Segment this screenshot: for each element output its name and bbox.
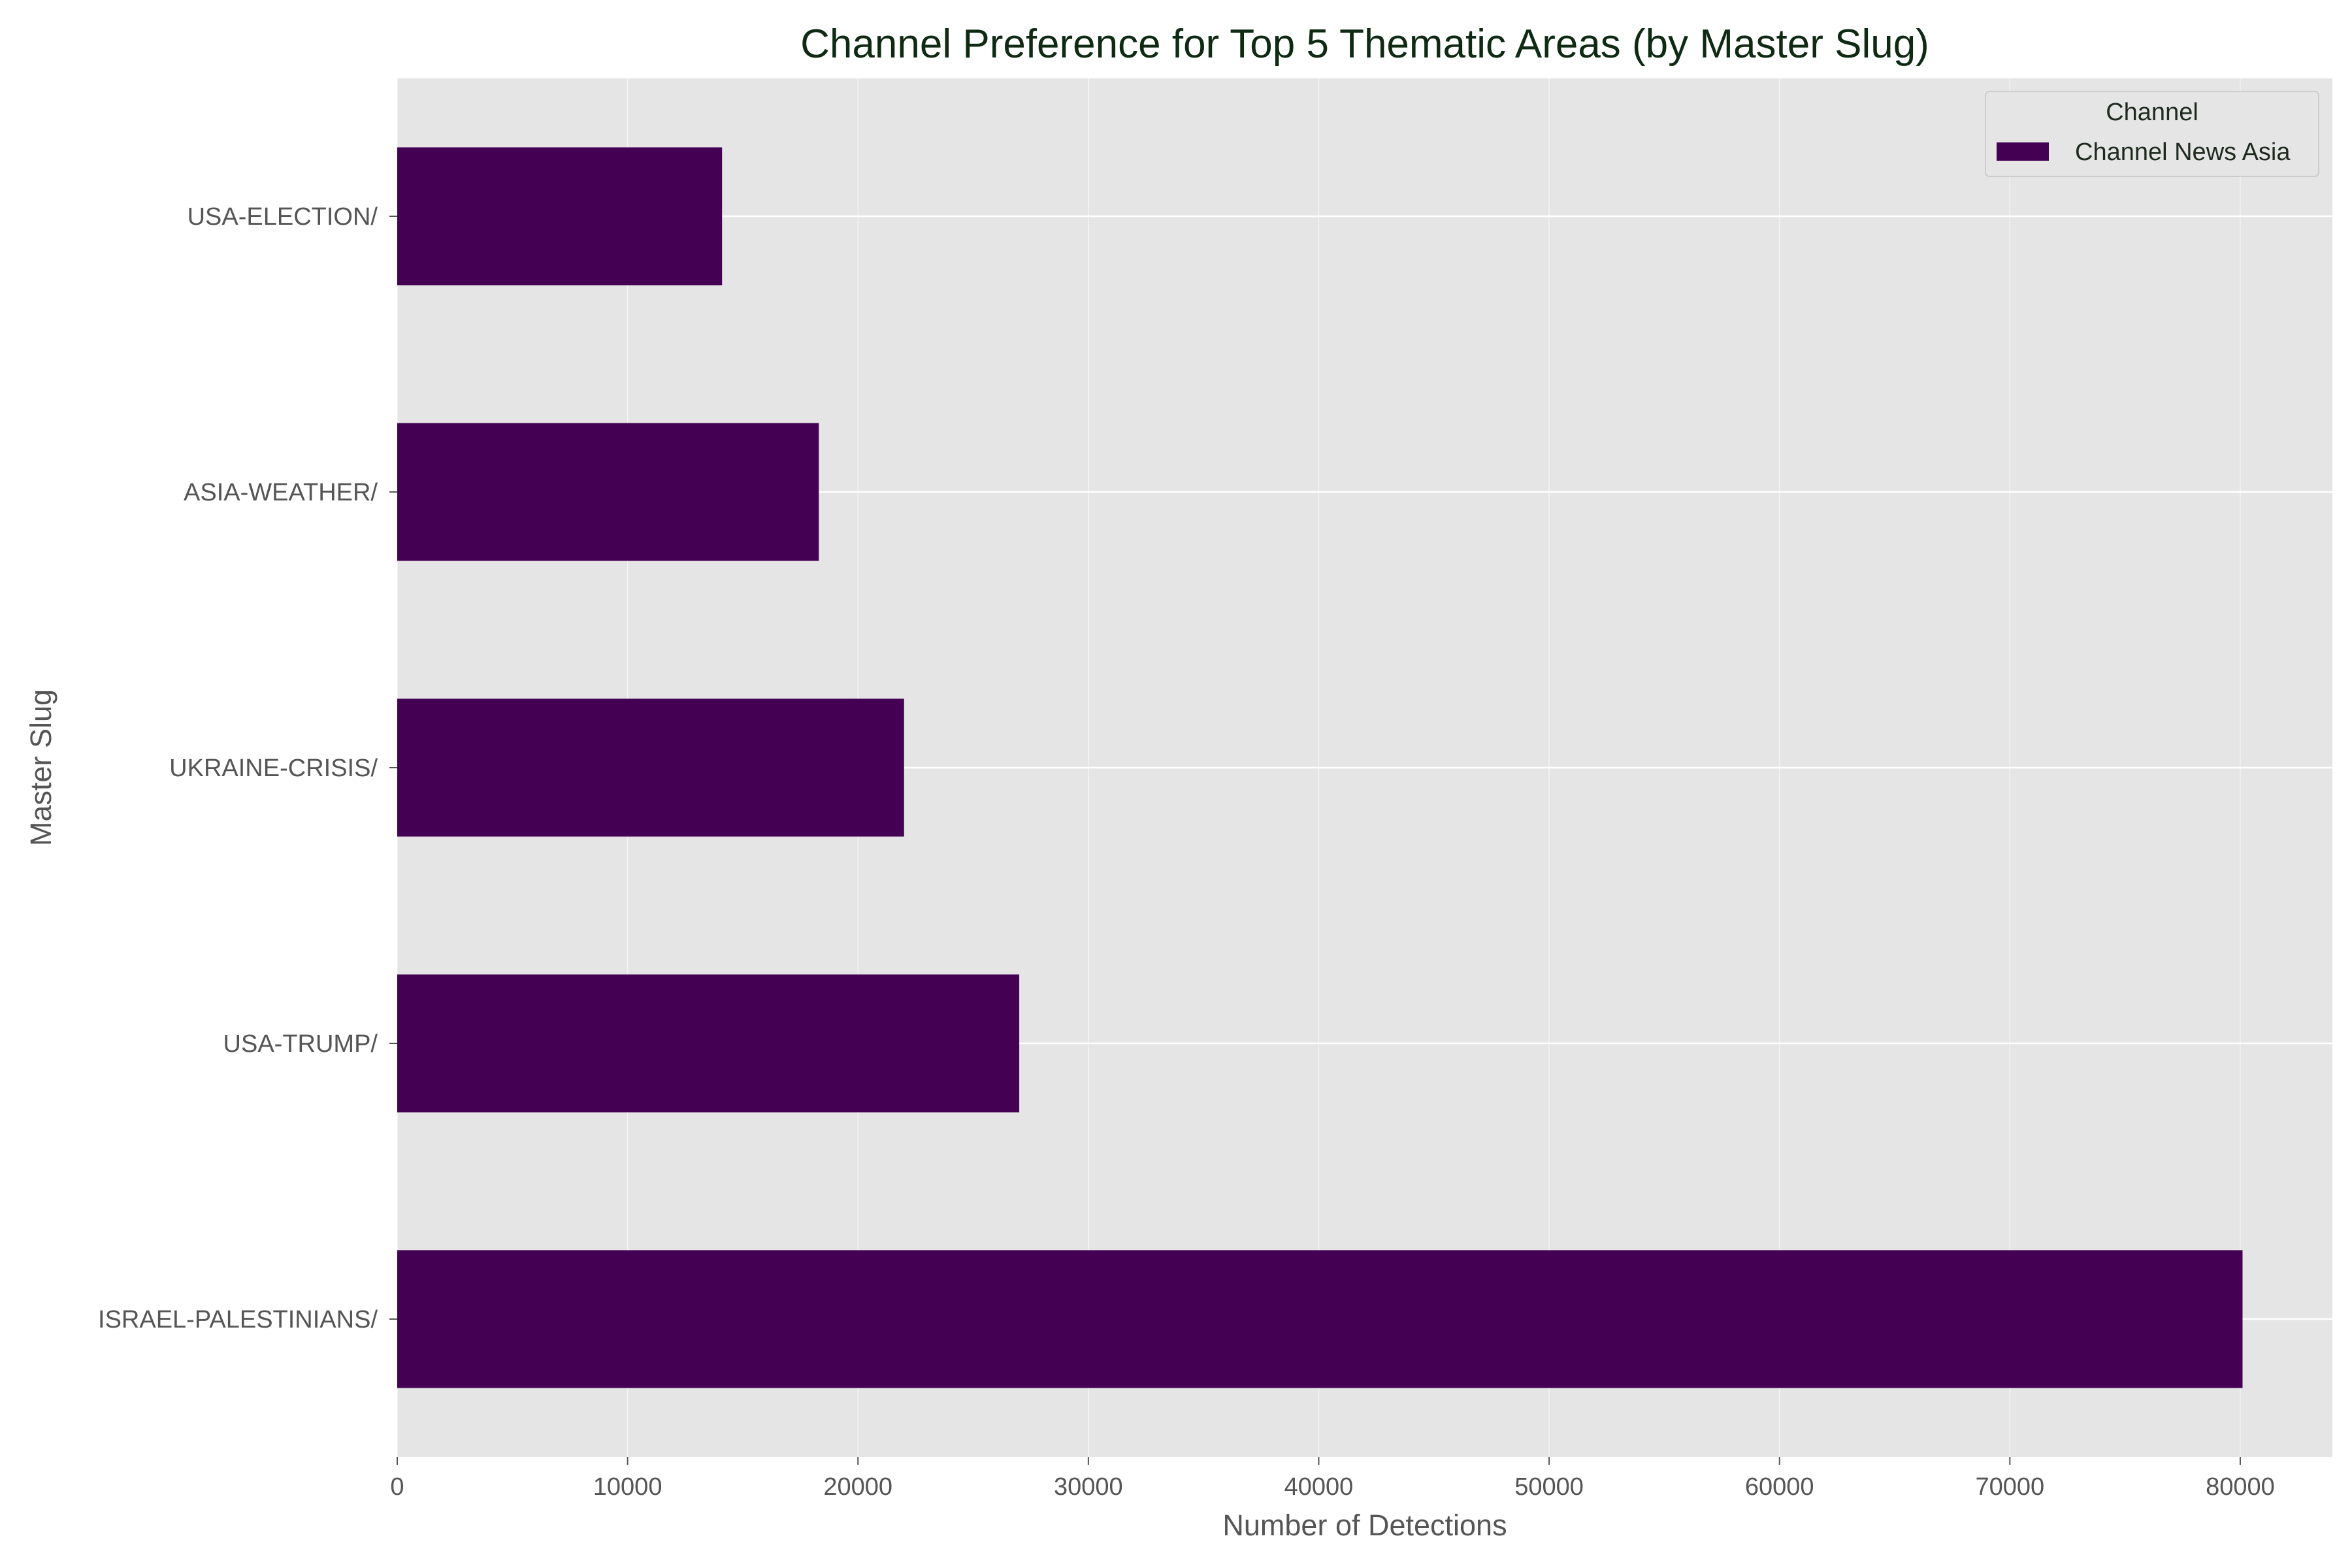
y-tick-label: UKRAINE-CRISIS/ bbox=[169, 755, 378, 782]
x-tick-label: 50000 bbox=[1514, 1473, 1584, 1501]
bar bbox=[397, 423, 819, 561]
bar bbox=[397, 1250, 2243, 1388]
y-tick-label: ISRAEL-PALESTINIANS/ bbox=[98, 1306, 378, 1333]
bar bbox=[397, 698, 904, 837]
y-tick-label: USA-TRUMP/ bbox=[223, 1030, 378, 1058]
x-tick-label: 10000 bbox=[593, 1473, 662, 1501]
legend-title: Channel bbox=[2106, 99, 2198, 126]
y-axis-label: Master Slug bbox=[24, 689, 57, 846]
x-tick-label: 80000 bbox=[2206, 1473, 2275, 1501]
bars bbox=[397, 147, 2243, 1388]
y-tick-label: USA-ELECTION/ bbox=[188, 203, 378, 231]
chart-title: Channel Preference for Top 5 Thematic Ar… bbox=[800, 22, 1929, 67]
x-tick-label: 30000 bbox=[1054, 1473, 1123, 1501]
x-tick-label: 0 bbox=[390, 1473, 404, 1501]
x-axis-label: Number of Detections bbox=[1222, 1509, 1507, 1542]
x-tick-label: 20000 bbox=[823, 1473, 892, 1501]
bar bbox=[397, 147, 723, 286]
y-tick-label: ASIA-WEATHER/ bbox=[184, 479, 378, 506]
y-axis-ticks: ISRAEL-PALESTINIANS/USA-TRUMP/UKRAINE-CR… bbox=[98, 203, 397, 1333]
x-tick-label: 40000 bbox=[1284, 1473, 1354, 1501]
legend: Channel Channel News Asia bbox=[1985, 91, 2319, 177]
legend-box bbox=[1985, 91, 2319, 177]
legend-swatch bbox=[1997, 142, 2049, 161]
bar bbox=[397, 974, 1020, 1113]
x-tick-label: 70000 bbox=[1975, 1473, 2044, 1501]
x-tick-label: 60000 bbox=[1745, 1473, 1814, 1501]
legend-entry-label: Channel News Asia bbox=[2075, 139, 2291, 166]
x-axis-ticks: 0 10000 20000 30000 40000 50000 60000 70000 8000… bbox=[390, 1457, 2275, 1501]
